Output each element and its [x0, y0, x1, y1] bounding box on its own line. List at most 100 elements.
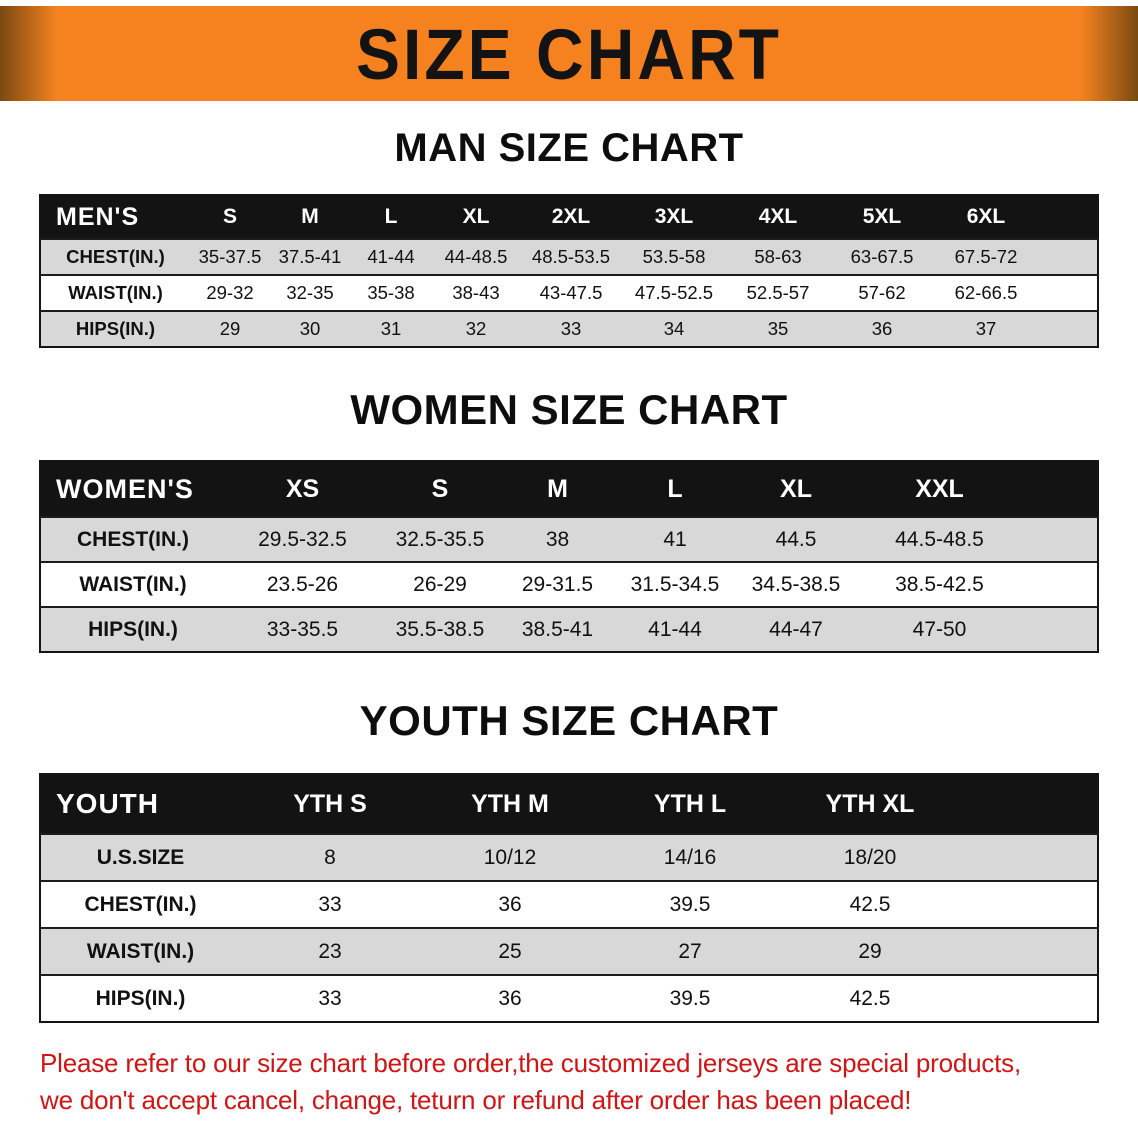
youth-section: YOUTH SIZE CHART YOUTH YTH S YTH M YTH L YTH…: [0, 697, 1138, 1023]
women-section-heading: WOMEN SIZE CHART: [350, 386, 788, 433]
size-header-cell: YTH S: [240, 774, 420, 834]
filler-cell: [960, 927, 1098, 975]
value-cell: 35-38: [350, 274, 432, 311]
value-cell: 35-37.5: [190, 238, 270, 275]
row-label-cell: CHEST(IN.): [40, 238, 190, 275]
value-cell: 47-50: [857, 606, 1022, 652]
value-cell: 47.5-52.5: [622, 274, 726, 311]
table-corner-cell: YOUTH: [40, 774, 240, 834]
filler-cell: [1022, 561, 1098, 607]
row-label-cell: WAIST(IN.): [40, 927, 240, 975]
size-header-cell: YTH XL: [780, 774, 960, 834]
value-cell: 41-44: [615, 606, 735, 652]
size-header-cell: S: [190, 195, 270, 239]
value-cell: 44.5-48.5: [857, 516, 1022, 562]
value-cell: 44.5: [735, 516, 857, 562]
size-header-cell: 4XL: [726, 195, 830, 239]
value-cell: 37: [934, 310, 1038, 347]
value-cell: 67.5-72: [934, 238, 1038, 275]
size-header-cell: M: [270, 195, 350, 239]
data-row: U.S.SIZE 8 10/12 14/16 18/20: [40, 833, 1098, 881]
filler-cell: [960, 774, 1098, 834]
value-cell: 52.5-57: [726, 274, 830, 311]
title-banner: SIZE CHART: [0, 6, 1138, 101]
value-cell: 23: [240, 927, 420, 975]
size-header-cell: YTH L: [600, 774, 780, 834]
value-cell: 25: [420, 927, 600, 975]
value-cell: 36: [420, 974, 600, 1022]
row-label-cell: HIPS(IN.): [40, 606, 225, 652]
data-row: CHEST(IN.) 33 36 39.5 42.5: [40, 880, 1098, 928]
men-section: MAN SIZE CHART MEN'S S M L XL 2XL 3XL 4XL 5XL 6XL…: [0, 126, 1138, 348]
value-cell: 42.5: [780, 974, 960, 1022]
filler-cell: [1038, 310, 1098, 347]
size-header-cell: 2XL: [520, 195, 622, 239]
table-corner-cell: WOMEN'S: [40, 461, 225, 517]
filler-cell: [1022, 516, 1098, 562]
value-cell: 33-35.5: [225, 606, 380, 652]
value-cell: 37.5-41: [270, 238, 350, 275]
value-cell: 29: [190, 310, 270, 347]
size-header-cell: L: [615, 461, 735, 517]
value-cell: 34.5-38.5: [735, 561, 857, 607]
value-cell: 58-63: [726, 238, 830, 275]
youth-section-heading: YOUTH SIZE CHART: [359, 697, 779, 744]
value-cell: 35: [726, 310, 830, 347]
size-header-cell: S: [380, 461, 500, 517]
value-cell: 57-62: [830, 274, 934, 311]
size-header-cell: 5XL: [830, 195, 934, 239]
size-header-cell: M: [500, 461, 615, 517]
value-cell: 39.5: [600, 974, 780, 1022]
filler-cell: [960, 974, 1098, 1022]
data-row: CHEST(IN.) 35-37.5 37.5-41 41-44 44-48.5 48.5…: [40, 238, 1098, 275]
filler-cell: [960, 880, 1098, 928]
value-cell: 33: [240, 880, 420, 928]
value-cell: 32: [432, 310, 520, 347]
value-cell: 38.5-41: [500, 606, 615, 652]
value-cell: 42.5: [780, 880, 960, 928]
page-title: SIZE CHART: [356, 13, 782, 94]
value-cell: 29-32: [190, 274, 270, 311]
header-row: WOMEN'S XS S M L XL XXL: [40, 461, 1098, 517]
disclaimer-line-1: Please refer to our size chart before or…: [40, 1048, 1022, 1078]
size-header-cell: 3XL: [622, 195, 726, 239]
row-label-cell: CHEST(IN.): [40, 880, 240, 928]
men-size-table: MEN'S S M L XL 2XL 3XL 4XL 5XL 6XL CHEST(IN.) 35-37…: [39, 194, 1099, 348]
size-chart-page: SIZE CHART MAN SIZE CHART MEN'S S M L XL 2XL 3…: [0, 6, 1138, 1138]
value-cell: 14/16: [600, 833, 780, 881]
header-row: MEN'S S M L XL 2XL 3XL 4XL 5XL 6XL: [40, 195, 1098, 239]
value-cell: 39.5: [600, 880, 780, 928]
value-cell: 18/20: [780, 833, 960, 881]
value-cell: 36: [420, 880, 600, 928]
value-cell: 44-47: [735, 606, 857, 652]
value-cell: 38: [500, 516, 615, 562]
value-cell: 29: [780, 927, 960, 975]
value-cell: 29.5-32.5: [225, 516, 380, 562]
value-cell: 48.5-53.5: [520, 238, 622, 275]
value-cell: 34: [622, 310, 726, 347]
value-cell: 31: [350, 310, 432, 347]
value-cell: 36: [830, 310, 934, 347]
disclaimer-line-2: we don't accept cancel, change, teturn o…: [40, 1084, 912, 1115]
data-row: HIPS(IN.) 33 36 39.5 42.5: [40, 974, 1098, 1022]
value-cell: 26-29: [380, 561, 500, 607]
value-cell: 33: [520, 310, 622, 347]
disclaimer: Please refer to our size chart before or…: [40, 1045, 1098, 1119]
row-label-cell: WAIST(IN.): [40, 274, 190, 311]
value-cell: 29-31.5: [500, 561, 615, 607]
row-label-cell: U.S.SIZE: [40, 833, 240, 881]
data-row: HIPS(IN.) 33-35.5 35.5-38.5 38.5-41 41-44 44-…: [40, 606, 1098, 652]
row-label-cell: WAIST(IN.): [40, 561, 225, 607]
value-cell: 41-44: [350, 238, 432, 275]
value-cell: 30: [270, 310, 350, 347]
women-size-table: WOMEN'S XS S M L XL XXL CHEST(IN.) 29.5-32.5 32.5…: [39, 460, 1099, 653]
row-label-cell: HIPS(IN.): [40, 310, 190, 347]
filler-cell: [1022, 606, 1098, 652]
value-cell: 8: [240, 833, 420, 881]
size-header-cell: L: [350, 195, 432, 239]
value-cell: 32.5-35.5: [380, 516, 500, 562]
data-row: CHEST(IN.) 29.5-32.5 32.5-35.5 38 41 44.5 44.5…: [40, 516, 1098, 562]
value-cell: 23.5-26: [225, 561, 380, 607]
data-row: HIPS(IN.) 29 30 31 32 33 34 35 36 37: [40, 310, 1098, 347]
value-cell: 38.5-42.5: [857, 561, 1022, 607]
